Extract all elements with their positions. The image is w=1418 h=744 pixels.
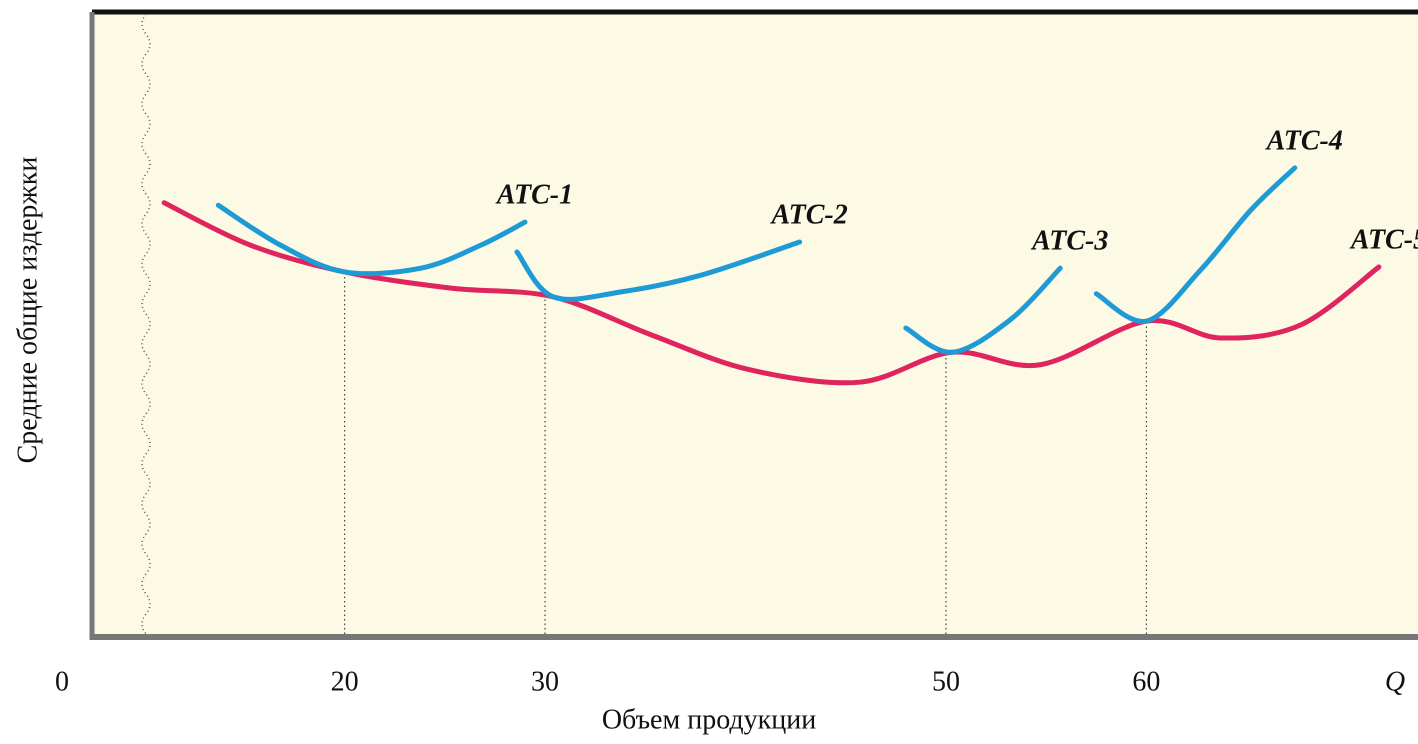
legend-label: ATC-1 xyxy=(495,180,573,211)
x-axis-label: Объем продукции xyxy=(602,704,816,735)
curve xyxy=(1093,165,1298,324)
x-tick-label: 60 xyxy=(1132,666,1160,697)
curve xyxy=(215,202,528,277)
x-tick-label: 50 xyxy=(932,666,960,697)
legend-label: ATC-2 xyxy=(770,199,848,230)
origin-label: 0 xyxy=(55,666,69,697)
x-tick-label: 20 xyxy=(331,666,359,697)
x-end-label: Q xyxy=(1385,666,1405,697)
curve xyxy=(514,239,803,302)
curve xyxy=(903,265,1063,355)
plot-area xyxy=(92,12,1418,637)
x-tick-label: 30 xyxy=(531,666,559,697)
legend-label: ATC-5 xyxy=(1349,224,1418,255)
y-axis-label: Средние общие издержки xyxy=(12,157,43,464)
legend-label: ATC-4 xyxy=(1265,125,1343,156)
legend-label: ATC-3 xyxy=(1030,226,1108,257)
